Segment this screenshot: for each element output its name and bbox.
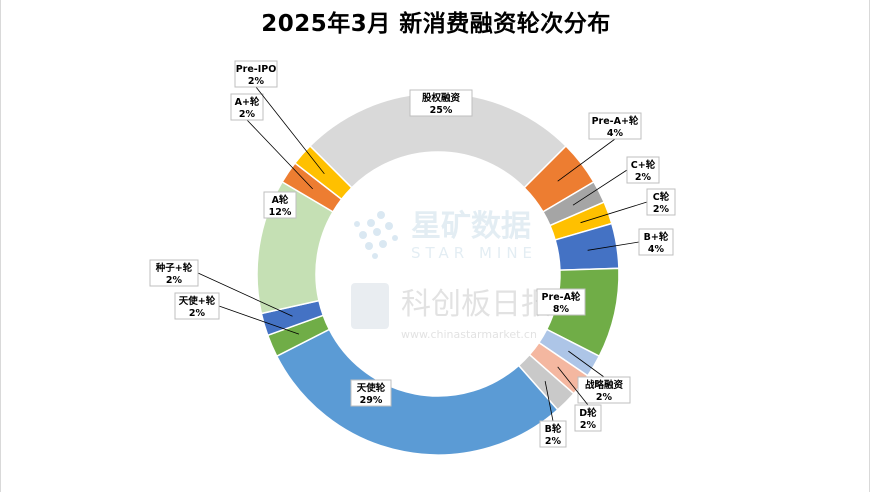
label-box [409,89,473,117]
slice-percent-label: 29% [360,395,383,406]
watermark: 星矿数据 STAR MINE 科创板日报 www.chinastarmarket… [351,209,551,341]
slice-label-9: B轮2% [539,420,567,448]
label-box [588,112,642,140]
label-box [626,156,660,184]
slice-label-11: 天使+轮2% [174,292,220,320]
star-mine-logo-icon [354,211,398,259]
slice-percent-label: 2% [189,308,206,319]
slice-label-5: B+轮4% [638,228,674,256]
kcb-logo-icon [351,283,389,329]
slice-percent-label: 2% [580,420,597,431]
leader-line [197,272,293,317]
slice-name-label: B轮 [545,423,562,435]
label-box [646,188,676,216]
slice-label-2: Pre-A+轮4% [588,112,642,140]
label-box [234,60,278,88]
slice-label-4: C轮2% [646,188,676,216]
slice-name-label: B+轮 [644,231,669,243]
slice-label-12: 种子+轮2% [149,259,199,287]
slice-name-label: Pre-A轮 [542,291,581,303]
donut-slices [256,92,620,456]
slice-percent-label: 4% [648,244,665,255]
slice-name-label: 种子+轮 [155,262,193,274]
slice-label-8: D轮2% [574,404,602,432]
label-box [574,404,602,432]
label-box [638,228,674,256]
slice-percent-label: 2% [545,436,562,447]
leader-line [557,366,589,406]
label-box [350,379,392,407]
slice-name-label: A轮 [272,194,289,206]
slice-percent-label: 2% [248,76,265,87]
slice-name-label: C+轮 [631,159,656,171]
label-box [577,376,631,404]
label-box [149,259,199,287]
slice-1 [308,92,568,189]
slice-10 [275,328,559,456]
slice-name-label: 股权融资 [422,92,461,104]
slice-name-label: Pre-A+轮 [592,115,639,127]
watermark-star-mine-cn: 星矿数据 [411,209,531,244]
slice-percent-label: 4% [607,128,624,139]
slice-name-label: A+轮 [235,96,260,108]
leader-line [218,305,300,335]
slice-labels: 股权融资25%Pre-A+轮4%C+轮2%C轮2%B+轮4%Pre-A轮8%战略… [149,60,676,448]
slice-name-label: C轮 [653,191,670,203]
slice-name-label: 天使+轮 [179,295,216,307]
leader-line [572,169,628,206]
slice-label-14: A+轮2% [230,93,264,121]
label-box [539,420,567,448]
leader-line [568,350,605,378]
leader-line [246,119,313,190]
leader-line [255,86,325,175]
chart-title: 2025年3月 新消费融资轮次分布 [261,11,611,37]
slice-name-label: 战略融资 [585,379,624,391]
label-box [174,292,220,320]
slice-label-3: C+轮2% [626,156,660,184]
slice-percent-label: 2% [635,172,652,183]
label-box [536,288,586,316]
watermark-kcb: 科创板日报 [401,287,551,322]
label-box [263,191,297,219]
slice-name-label: Pre-IPO [236,64,277,75]
leader-line [544,381,554,422]
slice-percent-label: 2% [239,109,256,120]
slice-name-label: D轮 [579,407,597,419]
slice-percent-label: 8% [553,304,570,315]
slice-label-6: Pre-A轮8% [536,288,586,316]
leader-line [557,138,616,182]
watermark-star-mine-en: STAR MINE [411,244,537,262]
label-box [230,93,264,121]
slice-name-label: 天使轮 [357,382,386,394]
slice-percent-label: 12% [269,207,292,218]
slice-percent-label: 2% [166,275,183,286]
slice-percent-label: 2% [653,204,670,215]
leader-line [580,201,648,224]
slice-percent-label: 25% [430,105,453,116]
watermark-url: www.chinastarmarket.cn [401,328,537,341]
slice-percent-label: 2% [596,392,613,403]
leader-line [587,241,640,251]
